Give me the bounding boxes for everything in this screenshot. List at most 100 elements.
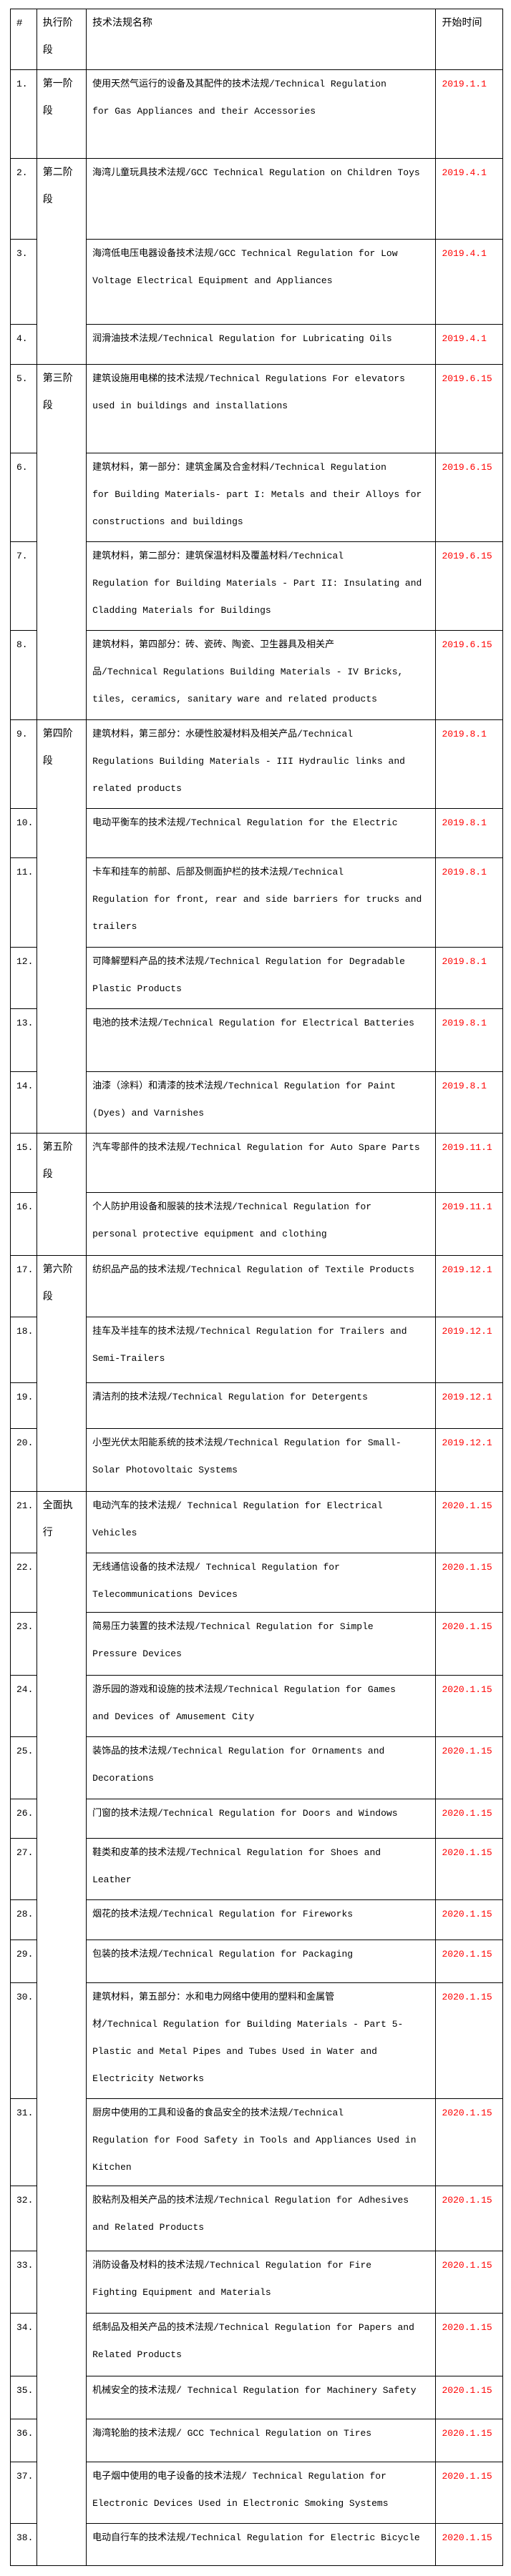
regulation-name: 电动平衡车的技术法规/Technical Regulation for the … xyxy=(86,808,437,858)
table-row: 21. 全面执行 电动汽车的技术法规/ Technical Regulation f… xyxy=(10,1491,503,2566)
start-date: 2020.1.15 xyxy=(435,2251,503,2314)
start-date: 2020.1.15 xyxy=(435,1612,503,1676)
regulation-name-line: Regulation for front, rear and side barr… xyxy=(92,894,422,905)
start-date: 2019.8.1 xyxy=(435,719,503,809)
regulation-name-line: 门窗的技术法规/Technical Regulation for Doors a… xyxy=(92,1808,398,1819)
start-date: 2020.1.15 xyxy=(435,1675,503,1737)
regulation-name: 烟花的技术法规/Technical Regulation for Firewor… xyxy=(86,1899,437,1940)
table-row: 1. 第一阶段 使用天然气运行的设备及其配件的技术法规/Technical Regu… xyxy=(10,69,503,159)
start-date: 2019.12.1 xyxy=(435,1428,503,1492)
table-row: 28. 烟花的技术法规/Technical Regulation for Fire… xyxy=(10,1899,503,1940)
header-phase-text: 执行阶段 xyxy=(42,18,73,56)
regulation-name-line: 无线通信设备的技术法规/ Technical Regulation for xyxy=(92,1562,340,1573)
regulation-name: 汽车零部件的技术法规/Technical Regulation for Auto… xyxy=(86,1133,437,1193)
regulation-name-line: Leather xyxy=(92,1874,132,1885)
header-date: 开始时间 xyxy=(435,9,503,70)
regulation-name: 挂车及半挂车的技术法规/Technical Regulation for Tra… xyxy=(86,1317,437,1383)
regulation-name: 包装的技术法规/Technical Regulation for Packagi… xyxy=(86,1940,437,1983)
regulation-name-line: 润滑油技术法规/Technical Regulation for Lubrica… xyxy=(92,333,392,344)
regulation-name: 建筑材料，第四部分：砖、瓷砖、陶瓷、卫生器具及相关产 品/Technical Re… xyxy=(86,630,437,720)
regulation-name-line: 烟花的技术法规/Technical Regulation for Firewor… xyxy=(92,1909,354,1919)
row-number: 25. xyxy=(10,1736,37,1799)
table-row: 2. 第二阶段 海湾儿童玩具技术法规/GCC Technical Regulatio… xyxy=(10,158,503,365)
regulation-name-line: 清洁剂的技术法规/Technical Regulation for Deterg… xyxy=(92,1392,368,1402)
regulation-name-line: Plastic Products xyxy=(92,983,182,994)
regulation-name: 无线通信设备的技术法规/ Technical Regulation for Tel… xyxy=(86,1553,437,1613)
regulation-name: 装饰品的技术法规/Technical Regulation for Orname… xyxy=(86,1736,437,1799)
table-row: 23. 简易压力装置的技术法规/Technical Regulation for … xyxy=(10,1612,503,1676)
regulation-name-line: 建筑材料，第二部分：建筑保温材料及覆盖材料/Technical xyxy=(92,551,344,561)
table-row: 5. 第三阶段 建筑设施用电梯的技术法规/Technical Regulations… xyxy=(10,364,503,720)
regulation-name: 建筑材料，第三部分：水硬性胶凝材料及相关产品/Technical Regulati… xyxy=(86,719,437,809)
regulation-name: 门窗的技术法规/Technical Regulation for Doors a… xyxy=(86,1799,437,1839)
regulation-name: 纺织品产品的技术法规/Technical Regulation of Texti… xyxy=(86,1255,437,1317)
regulation-name-line: Semi-Trailers xyxy=(92,1353,165,1364)
start-date: 2019.8.1 xyxy=(435,857,503,948)
regulation-name-line: 建筑材料，第四部分：砖、瓷砖、陶瓷、卫生器具及相关产 xyxy=(92,639,335,650)
start-date: 2020.1.15 xyxy=(435,1553,503,1613)
regulation-name-line: Electricity Networks xyxy=(92,2073,205,2084)
regulation-name-line: related products xyxy=(92,783,182,794)
phase-cell: 第三阶段 xyxy=(36,364,87,720)
regulation-name: 鞋类和皮革的技术法规/Technical Regulation for Shoe… xyxy=(86,1838,437,1900)
row-number: 27. xyxy=(10,1838,37,1900)
header-date-text: 开始时间 xyxy=(442,18,482,29)
regulation-name-line: Regulation for Food Safety in Tools and … xyxy=(92,2135,417,2145)
table-row: 16. 个人防护用设备和服装的技术法规/Technical Regulation … xyxy=(10,1192,503,1256)
table-row: 31. 厨房中使用的工具和设备的食品安全的技术法规/Technical Regula… xyxy=(10,2098,503,2186)
table-row: 14. 油漆（涂料）和清漆的技术法规/Technical Regulation f… xyxy=(10,1071,503,1134)
regulation-name-line: 建筑材料，第三部分：水硬性胶凝材料及相关产品/Technical xyxy=(92,729,354,739)
regulation-name-line: 装饰品的技术法规/Technical Regulation for Orname… xyxy=(92,1746,385,1756)
row-number: 26. xyxy=(10,1799,37,1839)
regulation-name-line: Regulations Building Materials - III Hyd… xyxy=(92,756,405,767)
phase-cell: 第六阶段 xyxy=(36,1255,87,1492)
regulation-name-line: Voltage Electrical Equipment and Applian… xyxy=(92,275,333,286)
regulation-name-line: Telecommunications Devices xyxy=(92,1589,238,1600)
start-date: 2020.1.15 xyxy=(435,1799,503,1839)
phase-cell: 第一阶段 xyxy=(36,69,87,159)
regulation-name-line: 使用天然气运行的设备及其配件的技术法规/Technical Regulation xyxy=(92,79,386,89)
regulation-name: 建筑材料，第一部分：建筑金属及合金材料/Technical Regulation… xyxy=(86,453,437,542)
start-date: 2019.12.1 xyxy=(435,1317,503,1383)
table-row: 20. 小型光伏太阳能系统的技术法规/Technical Regulation f… xyxy=(10,1428,503,1492)
table-row: 22. 无线通信设备的技术法规/ Technical Regulation for… xyxy=(10,1553,503,1613)
regulation-name-line: for Building Materials- part I: Metals a… xyxy=(92,489,422,500)
regulation-name-line: (Dyes) and Varnishes xyxy=(92,1108,205,1119)
regulation-name-line: Kitchen xyxy=(92,2162,132,2173)
start-date: 2020.1.15 xyxy=(435,1736,503,1799)
regulation-name-line: and Related Products xyxy=(92,2222,205,2233)
header-phase: 执行阶段 xyxy=(36,9,87,70)
table-row: 15. 第五阶段 汽车零部件的技术法规/Technical Regulation f… xyxy=(10,1133,503,1256)
start-date: 2020.1.15 xyxy=(435,2523,503,2566)
start-date: 2020.1.15 xyxy=(435,2186,503,2251)
row-number: 37. xyxy=(10,2462,37,2524)
start-date: 2020.1.15 xyxy=(435,1491,503,1553)
regulation-name-line: 机械安全的技术法规/ Technical Regulation for Mach… xyxy=(92,2385,417,2396)
start-date: 2019.4.1 xyxy=(435,239,503,325)
start-date: 2020.1.15 xyxy=(435,1982,503,2099)
start-date: 2019.4.1 xyxy=(435,158,503,240)
row-number: 7. xyxy=(10,541,37,631)
regulation-name: 消防设备及材料的技术法规/Technical Regulation for Fi… xyxy=(86,2251,437,2314)
regulation-name: 可降解塑料产品的技术法规/Technical Regulation for De… xyxy=(86,947,437,1009)
regulation-name-line: 电动平衡车的技术法规/Technical Regulation for the … xyxy=(92,817,398,828)
row-number: 13. xyxy=(10,1008,37,1072)
start-date: 2019.12.1 xyxy=(435,1255,503,1317)
row-number: 32. xyxy=(10,2186,37,2251)
table-row: 29. 包装的技术法规/Technical Regulation for Pack… xyxy=(10,1940,503,1983)
regulation-name-line: 卡车和挂车的前部、后部及侧面护栏的技术法规/Technical xyxy=(92,867,344,877)
regulation-name-line: tiles, ceramics, sanitary ware and relat… xyxy=(92,694,377,704)
regulation-name: 海湾低电压电器设备技术法规/GCC Technical Regulation f… xyxy=(86,239,437,325)
regulation-name-line: Plastic and Metal Pipes and Tubes Used i… xyxy=(92,2046,377,2057)
regulation-name: 简易压力装置的技术法规/Technical Regulation for Sim… xyxy=(86,1612,437,1676)
row-number: 34. xyxy=(10,2313,37,2376)
row-number: 21. xyxy=(10,1491,37,1553)
row-number: 23. xyxy=(10,1612,37,1676)
table-row: 4. 润滑油技术法规/Technical Regulation for Lubri… xyxy=(10,324,503,365)
regulation-name-line: 海湾儿童玩具技术法规/GCC Technical Regulation on C… xyxy=(92,167,420,178)
regulation-name-line: Pressure Devices xyxy=(92,1648,182,1659)
regulation-name-line: 纸制品及相关产品的技术法规/Technical Regulation for P… xyxy=(92,2322,414,2333)
row-number: 24. xyxy=(10,1675,37,1737)
row-number: 9. xyxy=(10,719,37,809)
start-date: 2019.6.15 xyxy=(435,541,503,631)
